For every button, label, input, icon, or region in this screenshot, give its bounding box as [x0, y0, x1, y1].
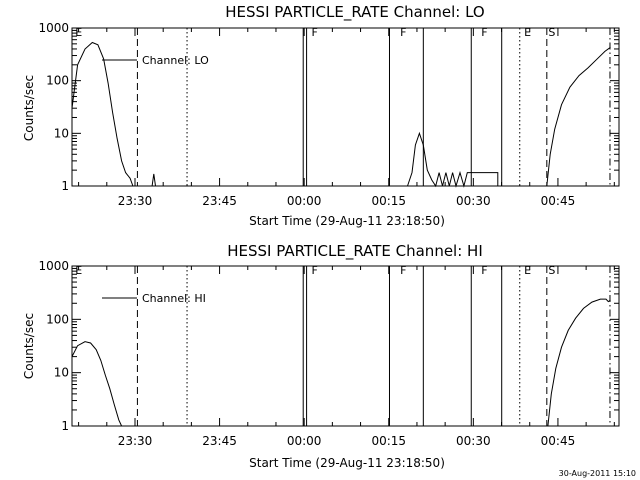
flag-label: F	[312, 26, 318, 39]
flag-label: E	[75, 264, 82, 277]
flag-label: F	[312, 264, 318, 277]
channel-hi-panel: HESSI PARTICLE_RATE Channel: HI Counts/s…	[22, 242, 620, 470]
data-series-line	[547, 298, 611, 427]
flag-label: E	[524, 26, 531, 39]
legend-label: Channel: HI	[142, 292, 206, 305]
data-series-line	[546, 46, 611, 187]
y-tick-label: 100	[46, 74, 69, 88]
x-axis-label: Start Time (29-Aug-11 23:18:50)	[249, 456, 445, 470]
flag-label: F	[481, 264, 487, 277]
x-tick-label: 23:30	[118, 434, 153, 448]
x-tick-label: 23:45	[202, 194, 237, 208]
footer-timestamp: 30-Aug-2011 15:10	[559, 469, 636, 478]
chart-title: HESSI PARTICLE_RATE Channel: LO	[225, 3, 484, 22]
x-tick-label: 23:30	[118, 194, 153, 208]
x-tick-label: 00:45	[541, 434, 576, 448]
y-tick-label: 10	[54, 366, 69, 380]
flag-label: S	[548, 264, 555, 277]
y-tick-label: 10	[54, 126, 69, 140]
x-axis-label: Start Time (29-Aug-11 23:18:50)	[249, 214, 445, 228]
channel-lo-panel: HESSI PARTICLE_RATE Channel: LO Counts/s…	[22, 3, 620, 228]
data-series-line	[71, 41, 134, 187]
plot-frame	[71, 265, 620, 427]
flag-label: E	[75, 26, 82, 39]
data-series-line	[151, 173, 156, 187]
y-tick-label: 1000	[38, 21, 69, 35]
x-tick-label: 00:15	[371, 434, 406, 448]
x-tick-label: 00:30	[456, 434, 491, 448]
flag-label: F	[400, 264, 406, 277]
x-tick-label: 23:45	[202, 434, 237, 448]
plot-frame	[71, 27, 620, 187]
y-axis-label: Counts/sec	[22, 75, 36, 141]
chart-title: HESSI PARTICLE_RATE Channel: HI	[227, 242, 483, 261]
x-tick-label: 00:00	[287, 434, 322, 448]
flag-label: E	[524, 264, 531, 277]
y-tick-label: 1	[61, 419, 69, 433]
y-tick-label: 1000	[38, 259, 69, 273]
y-tick-label: 1	[61, 179, 69, 193]
x-tick-label: 00:15	[371, 194, 406, 208]
flag-label: S	[548, 26, 555, 39]
x-tick-label: 00:45	[541, 194, 576, 208]
x-tick-label: 00:30	[456, 194, 491, 208]
flag-label: F	[481, 26, 487, 39]
flag-label: F	[400, 26, 406, 39]
data-series-line	[407, 131, 499, 188]
x-tick-label: 00:00	[287, 194, 322, 208]
y-tick-label: 100	[46, 312, 69, 326]
y-axis-label: Counts/sec	[22, 313, 36, 379]
legend-label: Channel: LO	[142, 54, 209, 67]
data-series-line	[71, 341, 123, 427]
